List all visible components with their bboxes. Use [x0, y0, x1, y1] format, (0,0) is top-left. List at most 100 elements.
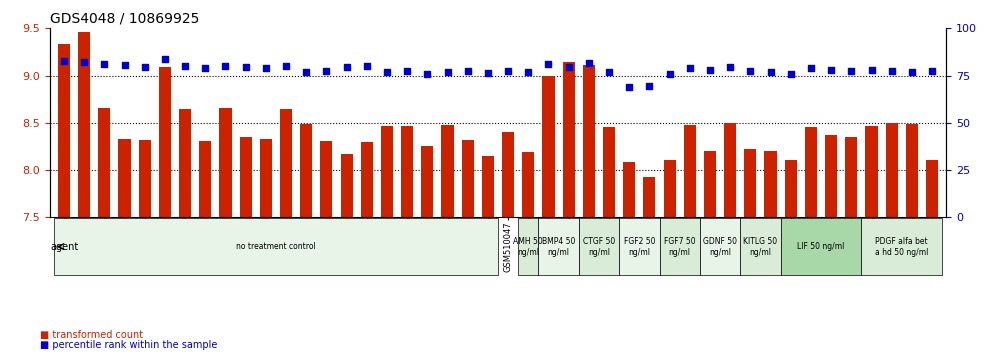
- Point: [460, 68, 476, 74]
- Point: [581, 61, 597, 66]
- Bar: [58, 44, 70, 217]
- Point: [217, 63, 233, 69]
- Point: [117, 62, 132, 68]
- Point: [783, 71, 799, 76]
- Point: [97, 61, 113, 67]
- Bar: [341, 154, 353, 217]
- FancyBboxPatch shape: [659, 218, 700, 275]
- Bar: [78, 32, 91, 217]
- FancyBboxPatch shape: [518, 218, 539, 275]
- Point: [56, 58, 72, 64]
- Bar: [421, 146, 433, 217]
- Bar: [663, 160, 675, 217]
- Bar: [603, 127, 616, 217]
- Point: [622, 84, 637, 90]
- Point: [904, 69, 920, 75]
- Bar: [179, 109, 191, 217]
- FancyBboxPatch shape: [700, 218, 740, 275]
- Point: [803, 65, 819, 71]
- Bar: [825, 135, 838, 217]
- Bar: [846, 137, 858, 217]
- Text: FGF7 50
ng/ml: FGF7 50 ng/ml: [664, 236, 695, 257]
- Bar: [199, 141, 211, 217]
- Point: [278, 63, 294, 69]
- Point: [763, 69, 779, 75]
- Point: [500, 68, 516, 74]
- FancyBboxPatch shape: [579, 218, 620, 275]
- FancyBboxPatch shape: [862, 218, 942, 275]
- Point: [439, 69, 455, 75]
- Point: [76, 59, 92, 65]
- FancyBboxPatch shape: [740, 218, 781, 275]
- Text: PDGF alfa bet
a hd 50 ng/ml: PDGF alfa bet a hd 50 ng/ml: [875, 236, 928, 257]
- Point: [561, 64, 577, 70]
- Bar: [866, 126, 877, 217]
- Bar: [300, 124, 313, 217]
- Bar: [462, 140, 474, 217]
- Point: [823, 67, 839, 73]
- Bar: [401, 126, 413, 217]
- Bar: [905, 124, 918, 217]
- Bar: [765, 151, 777, 217]
- Bar: [623, 162, 635, 217]
- Point: [238, 64, 254, 70]
- Text: ■ percentile rank within the sample: ■ percentile rank within the sample: [40, 341, 217, 350]
- Text: KITLG 50
ng/ml: KITLG 50 ng/ml: [743, 236, 778, 257]
- Point: [298, 69, 314, 75]
- Bar: [361, 142, 373, 217]
- Point: [844, 68, 860, 74]
- Bar: [926, 160, 938, 217]
- Text: no treatment control: no treatment control: [236, 242, 316, 251]
- Text: AMH 50
ng/ml: AMH 50 ng/ml: [513, 236, 543, 257]
- Bar: [219, 108, 231, 217]
- Bar: [138, 140, 150, 217]
- Point: [319, 68, 335, 74]
- Bar: [280, 109, 292, 217]
- Bar: [724, 123, 736, 217]
- Bar: [583, 65, 595, 217]
- Point: [541, 61, 557, 67]
- Bar: [441, 125, 453, 217]
- Point: [702, 67, 718, 73]
- Point: [399, 68, 415, 74]
- Bar: [744, 149, 756, 217]
- Bar: [502, 132, 514, 217]
- Point: [601, 69, 617, 75]
- Text: GDS4048 / 10869925: GDS4048 / 10869925: [50, 12, 199, 26]
- FancyBboxPatch shape: [54, 218, 498, 275]
- Point: [339, 64, 355, 70]
- Point: [661, 71, 677, 76]
- Point: [722, 64, 738, 70]
- Bar: [643, 177, 655, 217]
- FancyBboxPatch shape: [620, 218, 659, 275]
- Text: LIF 50 ng/ml: LIF 50 ng/ml: [798, 242, 845, 251]
- Bar: [683, 125, 696, 217]
- Point: [359, 63, 374, 69]
- Text: BMP4 50
ng/ml: BMP4 50 ng/ml: [542, 236, 576, 257]
- Bar: [522, 152, 534, 217]
- Point: [480, 70, 496, 75]
- Bar: [260, 139, 272, 217]
- Point: [883, 68, 899, 74]
- Bar: [380, 126, 393, 217]
- FancyBboxPatch shape: [781, 218, 862, 275]
- Point: [157, 56, 173, 61]
- Bar: [482, 156, 494, 217]
- Point: [379, 69, 395, 75]
- Bar: [321, 141, 333, 217]
- Point: [641, 83, 657, 89]
- Bar: [99, 108, 111, 217]
- Bar: [704, 151, 716, 217]
- Point: [864, 67, 879, 73]
- Point: [682, 65, 698, 71]
- Text: ■ transformed count: ■ transformed count: [40, 330, 143, 340]
- Bar: [119, 139, 130, 217]
- Bar: [240, 137, 252, 217]
- Bar: [885, 123, 897, 217]
- Point: [742, 68, 758, 74]
- Point: [419, 71, 435, 76]
- Bar: [563, 62, 575, 217]
- Point: [177, 63, 193, 69]
- Point: [197, 65, 213, 71]
- Point: [924, 68, 940, 74]
